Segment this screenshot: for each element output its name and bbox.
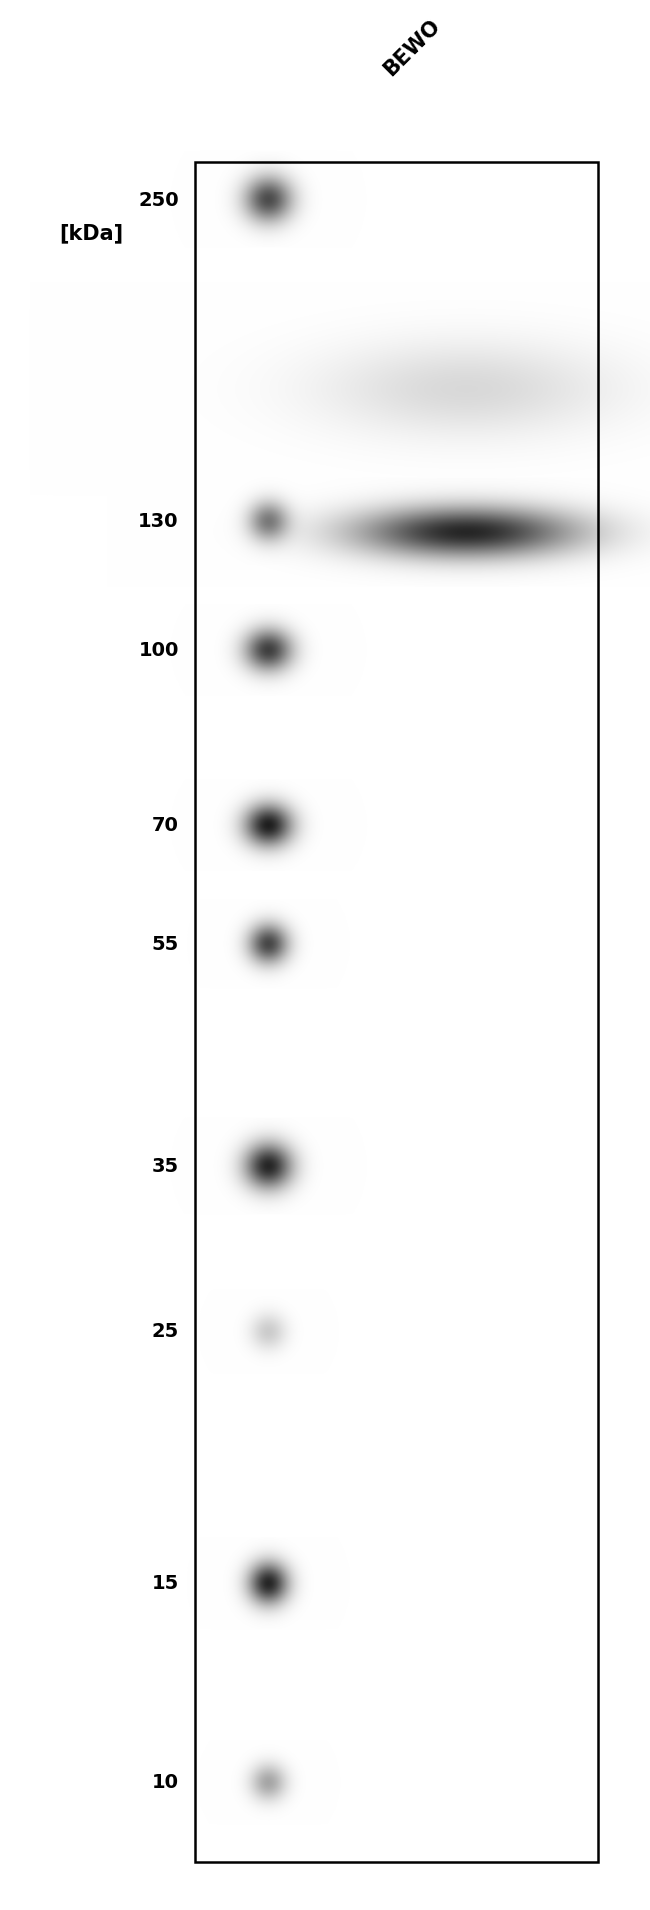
Text: 55: 55 (151, 934, 179, 953)
Text: 15: 15 (151, 1574, 179, 1593)
Text: 130: 130 (138, 512, 179, 531)
Bar (195, 162, 598, 1862)
Text: 35: 35 (151, 1157, 179, 1177)
Text: BEWO: BEWO (380, 15, 445, 80)
Text: 70: 70 (152, 816, 179, 835)
Text: 10: 10 (151, 1772, 179, 1792)
Text: 250: 250 (138, 191, 179, 210)
Bar (195, 162, 598, 1862)
Text: 100: 100 (138, 642, 179, 661)
Text: 25: 25 (151, 1322, 179, 1341)
Text: [kDa]: [kDa] (59, 223, 123, 243)
